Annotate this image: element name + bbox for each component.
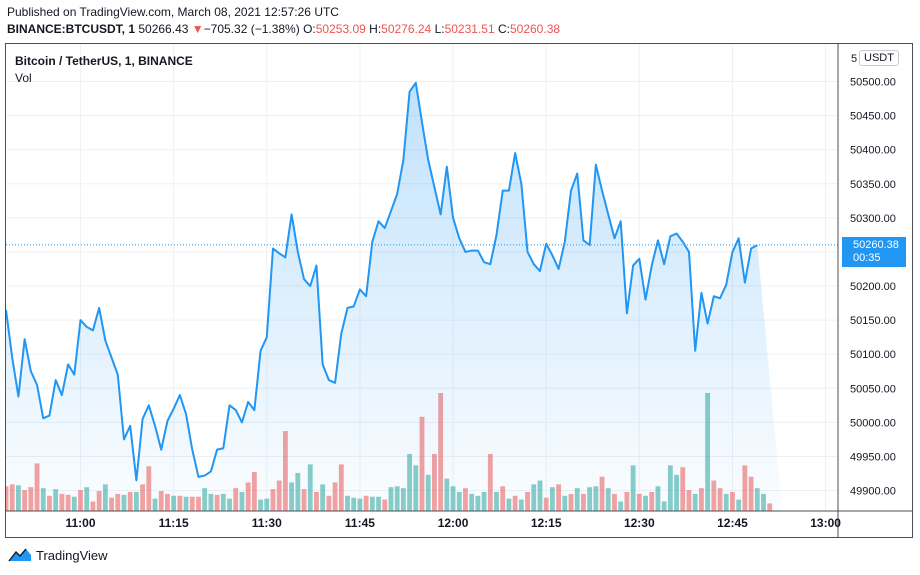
- high-label: H:: [369, 22, 382, 36]
- price-axis[interactable]: 49900.00 49950.00 50000.00 50050.00 50100.00…: [850, 76, 896, 497]
- series-legend-title[interactable]: Bitcoin / TetherUS, 1, BINANCE: [15, 54, 193, 68]
- price-tick-label: 50350.00: [850, 179, 896, 191]
- time-axis[interactable]: 11:00 11:15 11:30 11:45 12:00 12:15 12:30 12:45…: [65, 516, 841, 530]
- symbol-ohlc-row: BINANCE:BTCUSDT, 1 50266.43 ▼−705.32 (−1…: [7, 22, 560, 36]
- current-price-value: 50260.38: [853, 239, 899, 251]
- price-tick-label: 50400.00: [850, 145, 896, 157]
- time-tick-label: 11:15: [159, 516, 189, 530]
- currency-badge[interactable]: USDT: [859, 50, 899, 66]
- price-area-fill: [6, 82, 783, 511]
- low-value: 50231.51: [444, 22, 495, 36]
- footer-brand: TradingView: [36, 547, 108, 563]
- time-tick-label: 11:00: [65, 516, 95, 530]
- price-tick-label: 50200.00: [850, 281, 896, 293]
- footer[interactable]: TradingView: [8, 547, 108, 563]
- low-label: L:: [434, 22, 445, 36]
- time-tick-label: 12:00: [438, 516, 469, 530]
- volume-legend[interactable]: Vol: [15, 71, 32, 85]
- time-tick-label: 12:45: [717, 516, 748, 530]
- symbol-label[interactable]: BINANCE:BTCUSDT, 1: [7, 22, 136, 36]
- price-area: [6, 81, 783, 511]
- published-caption: Published on TradingView.com, March 08, …: [7, 5, 339, 19]
- price-tick-label: 50150.00: [850, 315, 896, 327]
- tradingview-logo-icon: [8, 548, 31, 562]
- bar-countdown: 00:35: [853, 252, 881, 264]
- chart-frame[interactable]: [5, 43, 913, 538]
- price-tick-label: 50100.00: [850, 349, 896, 361]
- time-tick-label: 11:45: [345, 516, 375, 530]
- change-value: −705.32 (−1.38%): [203, 22, 300, 36]
- price-tick-label: 50000.00: [850, 417, 896, 429]
- close-value: 50260.38: [509, 22, 561, 36]
- open-value: 50253.09: [315, 22, 366, 36]
- time-tick-label: 12:30: [624, 516, 655, 530]
- open-label: O:: [303, 22, 316, 36]
- price-tick-label: 49950.00: [850, 451, 896, 463]
- price-line: [6, 81, 758, 482]
- last-price: 50266.43: [138, 22, 189, 36]
- close-label: C:: [497, 22, 510, 36]
- time-tick-label: 12:15: [531, 516, 562, 530]
- current-price-tag: 50260.38 00:35: [842, 237, 906, 267]
- high-value: 50276.24: [381, 22, 432, 36]
- price-tick-label: 50050.00: [850, 383, 896, 395]
- change-down-arrow-icon: ▼: [191, 22, 204, 36]
- price-tick-label: 50450.00: [850, 111, 896, 123]
- price-axis-top-label: 5: [851, 53, 857, 65]
- price-tick-label: 50300.00: [850, 213, 896, 225]
- price-tick-label: 50500.00: [850, 76, 896, 88]
- time-tick-label: 13:00: [810, 516, 841, 530]
- time-tick-label: 11:30: [252, 516, 282, 530]
- price-tick-label: 49900.00: [850, 486, 896, 498]
